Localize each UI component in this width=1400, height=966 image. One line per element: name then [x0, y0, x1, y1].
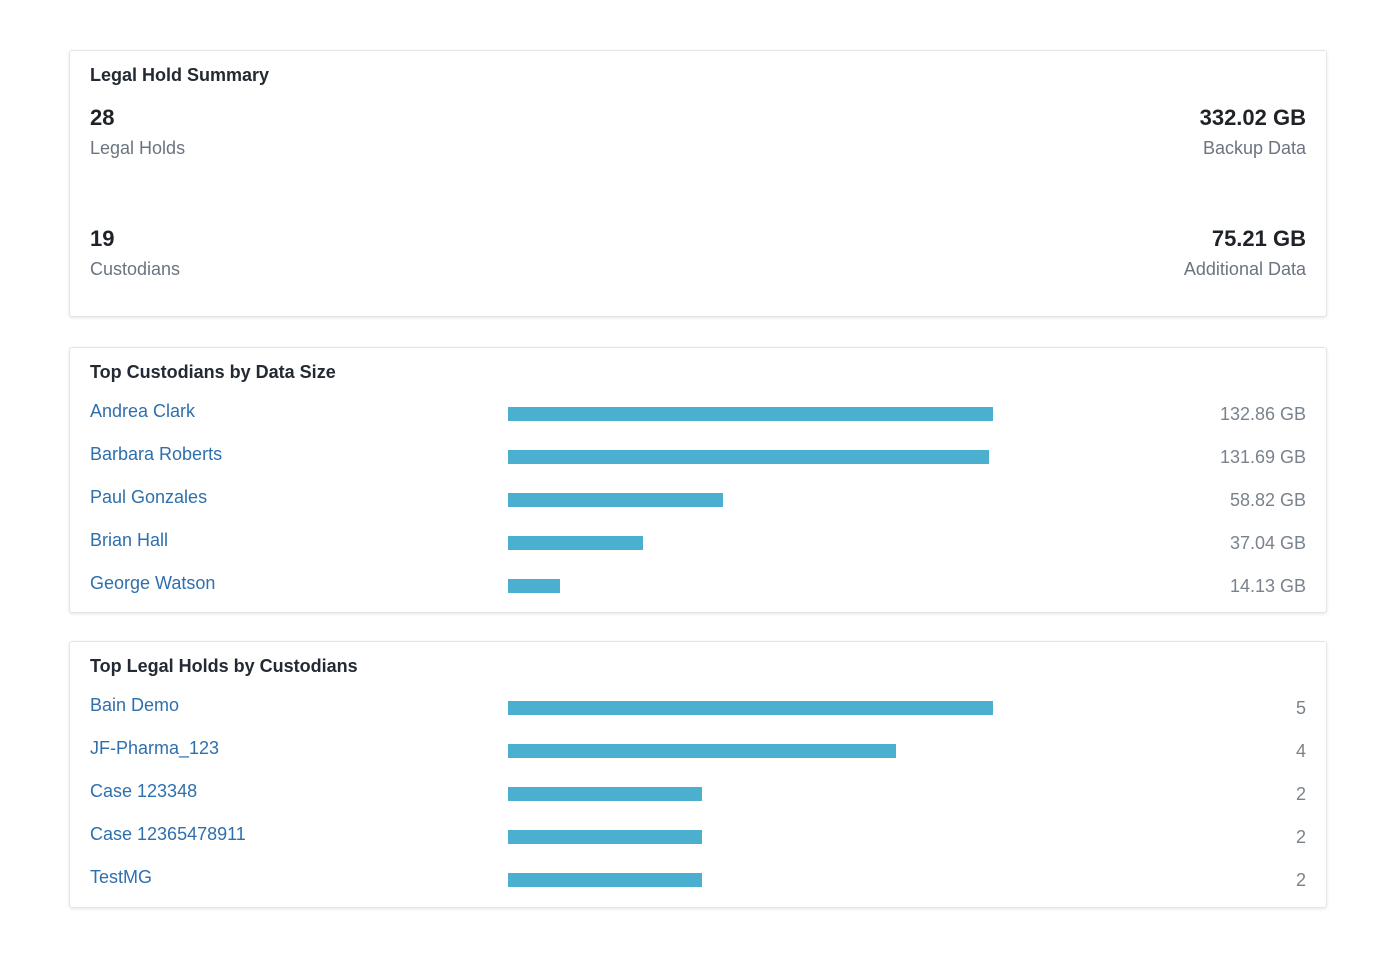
value-bar — [508, 579, 560, 593]
value-bar — [508, 873, 702, 887]
top-custodians-title: Top Custodians by Data Size — [90, 362, 336, 382]
bar-track — [508, 873, 993, 887]
legal-hold-row: Case 12365478911 2 — [70, 821, 1326, 851]
bar-track — [508, 830, 993, 844]
backup-data-metric: 332.02 GB Backup Data — [1200, 105, 1306, 159]
top-holds-title: Top Legal Holds by Custodians — [90, 656, 358, 676]
legal-hold-name-link[interactable]: Case 12365478911 — [90, 824, 246, 844]
custodian-count-value: 2 — [1295, 827, 1306, 847]
legal-hold-row: Case 123348 2 — [70, 778, 1326, 808]
legal-holds-metric: 28 Legal Holds — [90, 105, 185, 159]
summary-title: Legal Hold Summary — [90, 65, 270, 85]
value-bar — [508, 744, 896, 758]
legal-hold-summary-card: Legal Hold Summary 28 Legal Holds 332.02… — [69, 50, 1327, 317]
custodian-count-value: 2 — [1295, 870, 1306, 890]
bar-track — [508, 579, 993, 593]
custodians-label: Custodians — [90, 259, 181, 279]
value-bar — [508, 450, 989, 464]
custodian-row: Barbara Roberts 131.69 GB — [70, 441, 1326, 471]
additional-data-label: Additional Data — [1183, 259, 1306, 279]
bar-track — [508, 701, 993, 715]
custodian-count-value: 2 — [1295, 784, 1306, 804]
additional-data-value: 75.21 GB — [1211, 226, 1306, 251]
custodian-name-link[interactable]: Andrea Clark — [90, 401, 196, 421]
value-bar — [508, 787, 702, 801]
data-size-value: 131.69 GB — [1219, 447, 1306, 467]
bar-track — [508, 744, 993, 758]
bar-track — [508, 536, 993, 550]
value-bar — [508, 407, 993, 421]
backup-data-value: 332.02 GB — [1199, 105, 1306, 130]
custodian-name-link[interactable]: Paul Gonzales — [90, 487, 208, 507]
bar-track — [508, 493, 993, 507]
bar-track — [508, 450, 993, 464]
additional-data-metric: 75.21 GB Additional Data — [1184, 226, 1306, 280]
custodian-count-value: 5 — [1295, 698, 1306, 718]
top-custodians-card: Top Custodians by Data Size Andrea Clark… — [69, 347, 1327, 613]
data-size-value: 37.04 GB — [1229, 533, 1306, 553]
custodian-name-link[interactable]: George Watson — [90, 573, 216, 593]
top-holds-card: Top Legal Holds by Custodians Bain Demo 5… — [69, 641, 1327, 908]
data-size-value: 132.86 GB — [1219, 404, 1306, 424]
custodian-count-value: 4 — [1295, 741, 1306, 761]
legal-hold-row: Bain Demo 5 — [70, 692, 1326, 722]
legal-hold-row: TestMG 2 — [70, 864, 1326, 894]
bar-track — [508, 787, 993, 801]
custodian-name-link[interactable]: Brian Hall — [90, 530, 169, 550]
custodian-name-link[interactable]: Barbara Roberts — [90, 444, 223, 464]
custodian-row: Andrea Clark 132.86 GB — [70, 398, 1326, 428]
custodian-row: Paul Gonzales 58.82 GB — [70, 484, 1326, 514]
backup-data-label: Backup Data — [1202, 138, 1306, 158]
legal-hold-name-link[interactable]: Case 123348 — [90, 781, 198, 801]
value-bar — [508, 701, 993, 715]
legal-hold-name-link[interactable]: JF-Pharma_123 — [90, 738, 220, 758]
legal-holds-count: 28 — [90, 105, 115, 130]
legal-hold-name-link[interactable]: Bain Demo — [90, 695, 180, 715]
value-bar — [508, 493, 723, 507]
legal-holds-label: Legal Holds — [90, 138, 186, 158]
legal-hold-name-link[interactable]: TestMG — [90, 867, 153, 887]
custodian-row: Brian Hall 37.04 GB — [70, 527, 1326, 557]
data-size-value: 14.13 GB — [1229, 576, 1306, 596]
value-bar — [508, 830, 702, 844]
custodian-row: George Watson 14.13 GB — [70, 570, 1326, 600]
custodians-count: 19 — [90, 226, 115, 251]
custodians-metric: 19 Custodians — [90, 226, 180, 280]
legal-hold-row: JF-Pharma_123 4 — [70, 735, 1326, 765]
data-size-value: 58.82 GB — [1229, 490, 1306, 510]
bar-track — [508, 407, 993, 421]
value-bar — [508, 536, 643, 550]
